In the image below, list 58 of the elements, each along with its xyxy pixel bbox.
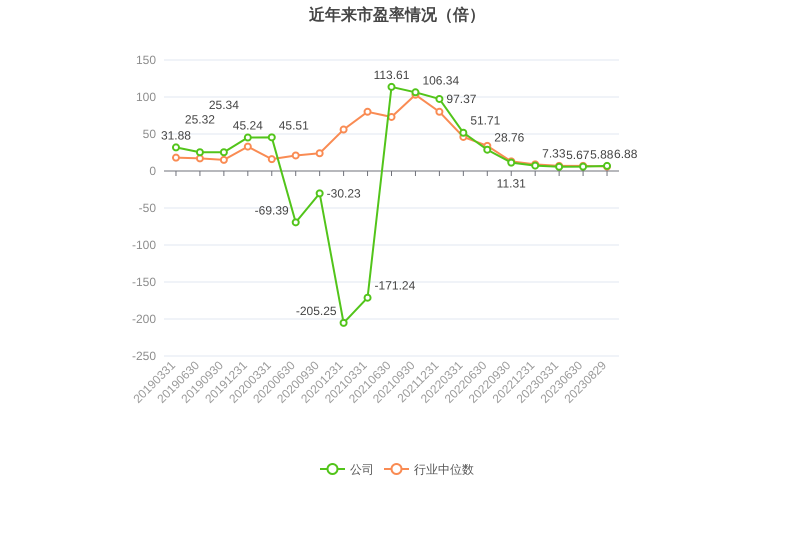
data-label: 5.88: [590, 148, 614, 162]
data-label: 97.37: [446, 92, 476, 106]
point: [340, 318, 348, 327]
data-label: 11.31: [496, 176, 526, 191]
point: [172, 154, 180, 162]
point: [220, 148, 228, 156]
legend-item: 行业中位数: [384, 462, 474, 476]
y-tick-label: 100: [136, 90, 156, 104]
data-label: -205.25: [296, 304, 337, 318]
data-label: 6.88: [614, 146, 638, 161]
point: [316, 189, 324, 198]
point: [292, 218, 300, 226]
title: 近年来市盈率情况（倍）: [309, 7, 485, 24]
data-label: 5.67: [566, 148, 590, 162]
data-label: 31.88: [160, 128, 191, 142]
y-tick-label: 0: [149, 164, 156, 178]
point: [292, 151, 300, 160]
data-label: 7.33: [542, 146, 566, 161]
point: [244, 134, 252, 142]
data-label: 51.71: [470, 114, 500, 128]
data-label: 113.61: [374, 68, 410, 82]
legend-label: 公司: [350, 462, 374, 476]
data-label: 25.34: [208, 98, 239, 112]
y-tick-label: -100: [132, 238, 156, 252]
point: [268, 133, 276, 142]
point: [459, 128, 468, 137]
point: [364, 108, 372, 116]
y-tick-label: -250: [132, 349, 156, 363]
point: [268, 155, 276, 164]
point: [388, 112, 396, 121]
data-label: -69.39: [254, 203, 289, 218]
point: [364, 294, 372, 302]
data-label: -171.24: [374, 278, 416, 293]
data-label: 28.76: [494, 130, 524, 145]
point: [316, 149, 324, 158]
y-tick-label: -150: [132, 275, 156, 289]
legend-label: 行业中位数: [414, 462, 474, 476]
data-label: -30.23: [326, 186, 361, 200]
point: [435, 94, 444, 103]
point: [196, 154, 204, 162]
point: [411, 88, 420, 96]
data-label: 25.32: [184, 112, 215, 126]
point: [220, 156, 228, 164]
legend-item: 公司: [320, 462, 374, 476]
point: [196, 148, 204, 156]
data-label: 106.34: [422, 73, 460, 88]
y-tick-label: -50: [138, 201, 156, 215]
y-tick-label: -200: [132, 312, 156, 326]
point: [340, 126, 348, 134]
point: [483, 146, 492, 154]
y-tick-label: 50: [142, 127, 156, 141]
point: [244, 142, 252, 151]
y-tick-label: 150: [136, 53, 156, 67]
point: [172, 143, 180, 152]
data-label: 45.24: [232, 118, 263, 133]
point: [435, 108, 444, 116]
data-label: 45.51: [278, 118, 309, 132]
point: [388, 82, 396, 91]
